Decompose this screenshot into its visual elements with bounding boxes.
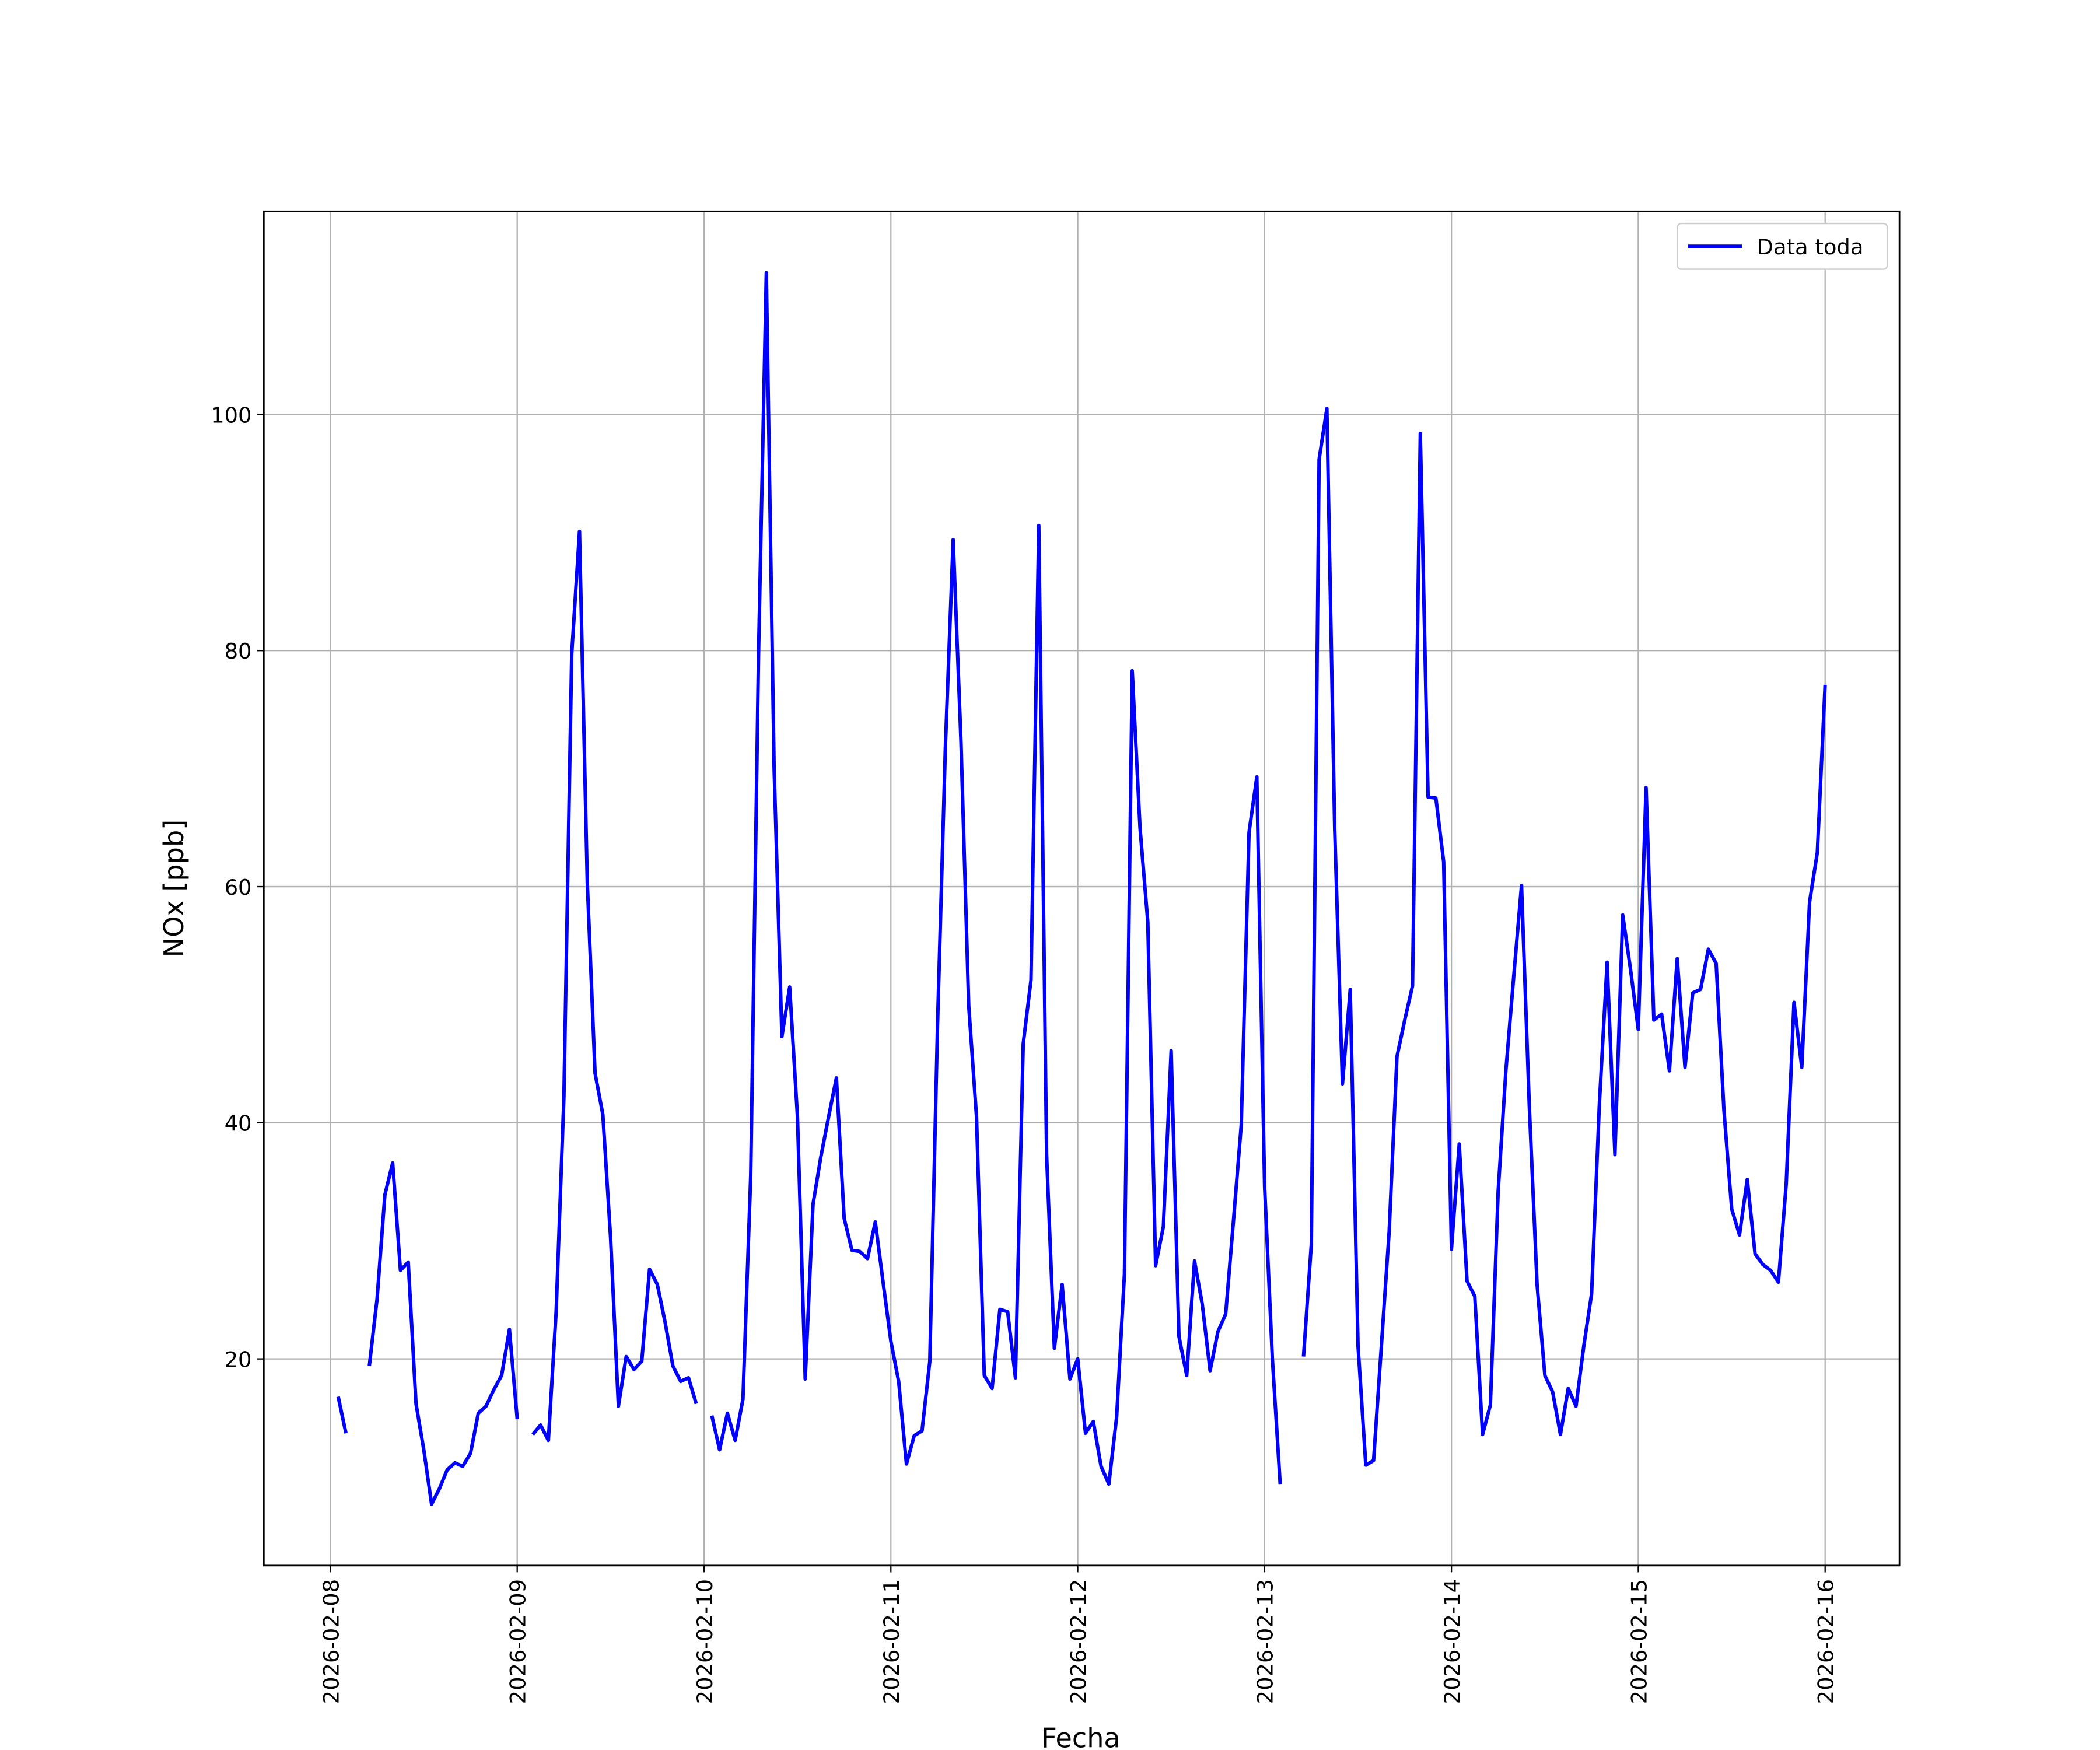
data-line [336,271,1827,1506]
x-tick-label: 2026-02-14 [1440,1579,1465,1704]
y-tick-label: 60 [225,875,252,900]
y-tick-label: 80 [225,639,252,664]
plot-frame [262,210,1901,1567]
x-tick-label: 2026-02-12 [1066,1579,1091,1704]
legend-label: Data toda [1757,235,1864,260]
x-tick-label: 2026-02-16 [1814,1579,1839,1704]
y-axis-label: NOx [ppb] [158,820,190,958]
x-tick-label: 2026-02-10 [692,1579,718,1704]
y-tick-label: 100 [211,402,251,428]
x-axis-label: Fecha [1041,1722,1120,1750]
legend-box [1676,222,1888,270]
x-tick-label: 2026-02-08 [318,1579,344,1704]
x-tick-label: 2026-02-13 [1253,1579,1278,1704]
x-tick-label: 2026-02-11 [879,1579,904,1704]
x-tick-label: 2026-02-09 [506,1579,531,1704]
y-tick-label: 20 [225,1347,252,1372]
x-tick-label: 2026-02-15 [1626,1579,1651,1704]
y-tick-label: 40 [225,1111,252,1136]
